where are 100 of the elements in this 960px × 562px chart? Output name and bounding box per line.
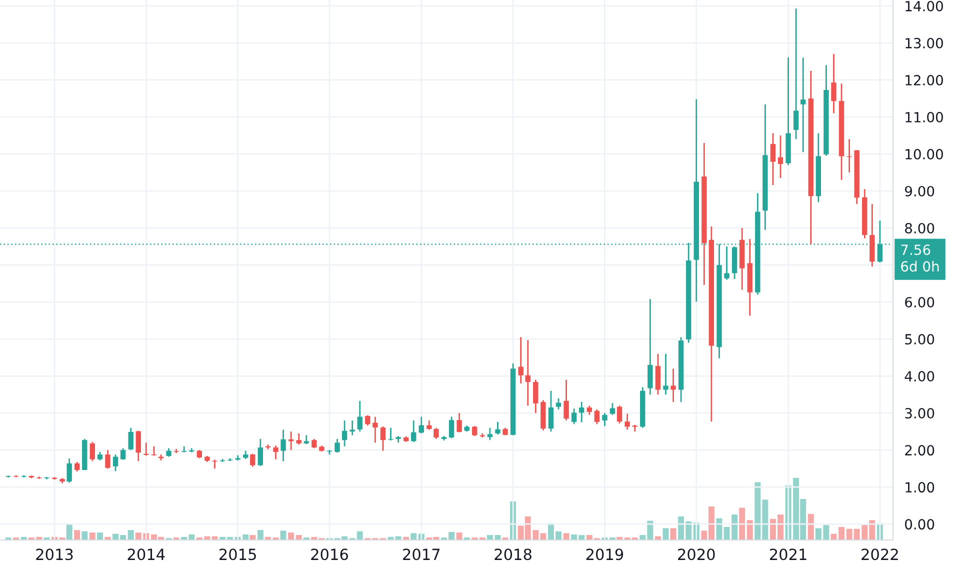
bar: [96, 532, 103, 540]
y-tick-label: 1.00: [906, 482, 934, 493]
bar: [257, 530, 264, 540]
bar: [89, 532, 96, 540]
candlestick: [74, 461, 80, 472]
x-tick-label: 2018: [494, 548, 532, 560]
candlestick: [663, 353, 668, 396]
candlestick: [495, 421, 500, 436]
x-tick-label: 2014: [128, 548, 165, 560]
candlestick: [296, 432, 302, 446]
x-tick-label: 2017: [403, 548, 440, 560]
bar: [838, 526, 845, 540]
candlestick: [448, 416, 454, 439]
candlestick: [548, 390, 554, 432]
candlestick: [594, 408, 600, 425]
candlestick: [579, 401, 584, 423]
candlestick: [624, 413, 630, 430]
y-tick-label: 12.00: [906, 74, 943, 86]
candlestick: [105, 449, 110, 470]
candlestick: [280, 429, 286, 462]
candlestick: [456, 412, 462, 433]
candlestick: [380, 426, 386, 452]
y-tick-label: 11.00: [906, 112, 943, 122]
bar: [128, 530, 134, 540]
bar: [296, 535, 302, 540]
candlestick: [365, 414, 370, 426]
candlestick: [487, 427, 493, 441]
bar: [662, 528, 669, 540]
bar: [739, 508, 746, 540]
candlestick: [571, 408, 577, 425]
candlestick: [273, 444, 278, 460]
bar: [82, 531, 88, 540]
candlestick: [334, 438, 340, 454]
y-tick-label: 2.00: [905, 445, 934, 456]
candlestick: [128, 427, 134, 451]
bar: [563, 533, 570, 540]
candlestick: [258, 438, 264, 467]
candlestick: [312, 438, 317, 449]
candlestick: [602, 412, 608, 427]
x-tick-label: 2019: [586, 548, 624, 560]
candlestick: [144, 442, 149, 456]
bar: [410, 533, 417, 540]
candlestick: [846, 138, 852, 174]
candlestick: [800, 57, 806, 153]
bar: [808, 514, 814, 540]
y-tick-label: 0.00: [905, 519, 934, 530]
x-tick-label: 2021: [770, 548, 806, 560]
bar: [250, 535, 256, 540]
x-tick-label: 2020: [678, 548, 715, 560]
candlestick: [357, 400, 362, 432]
bar: [280, 530, 286, 540]
candlestick: [586, 404, 592, 416]
candlestick: [426, 420, 432, 430]
candlestick: [434, 427, 439, 440]
candlestick: [90, 441, 96, 462]
y-tick-label: 14.00: [906, 0, 943, 12]
candlestick: [831, 53, 836, 114]
candlestick: [472, 425, 478, 437]
candlestick: [793, 8, 799, 140]
candlestick: [66, 458, 72, 484]
x-tick-label: 2013: [36, 548, 73, 560]
y-tick-label: 13.00: [906, 38, 943, 48]
x-tick-label: 2022: [862, 548, 898, 560]
candlestick: [181, 446, 187, 453]
y-tick-label: 10.00: [906, 148, 943, 160]
candlestick: [670, 368, 676, 403]
candlestick: [525, 339, 530, 406]
ref-line-label: 7.56 6d 0h: [901, 244, 939, 272]
bar: [66, 524, 72, 540]
candlestick: [250, 453, 256, 468]
candlestick: [112, 454, 118, 472]
candlestick: [136, 430, 141, 462]
candlestick: [372, 416, 378, 444]
candlestick: [724, 246, 730, 281]
candlestick: [418, 416, 424, 434]
y-tick-label: 9.00: [904, 186, 934, 196]
bar: [288, 532, 294, 540]
candlestick: [350, 420, 355, 436]
y-tick-label: 3.00: [905, 408, 934, 419]
bar: [746, 520, 753, 540]
x-tick-label: 2015: [219, 548, 256, 560]
x-tick-label: 2016: [311, 548, 348, 560]
candlestick: [778, 134, 784, 179]
y-tick-label: 6.00: [905, 296, 934, 308]
candlestick: [770, 132, 776, 186]
candlestick: [616, 404, 622, 424]
bar: [732, 514, 738, 540]
bar: [716, 518, 722, 540]
y-tick-label: 8.00: [905, 222, 934, 234]
bar: [74, 530, 80, 540]
candlestick: [648, 298, 653, 396]
bar: [670, 528, 676, 540]
candlestick: [655, 353, 661, 396]
candlestick: [411, 420, 416, 443]
candlestick: [342, 420, 348, 448]
candlestick: [610, 402, 616, 416]
candlestick: [518, 336, 524, 384]
y-tick-label: 5.00: [905, 334, 934, 344]
y-tick-label: 4.00: [904, 371, 934, 382]
bar: [456, 532, 462, 540]
